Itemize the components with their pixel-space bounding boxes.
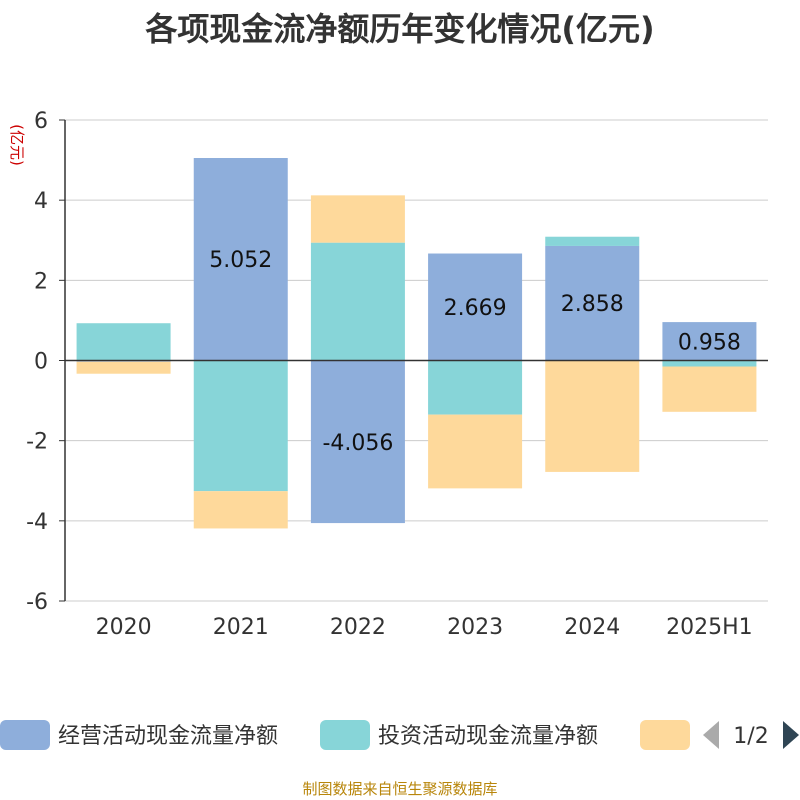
y-tick-label: -4 (26, 510, 48, 535)
bar (76, 323, 171, 361)
x-tick-label: 2024 (564, 615, 620, 640)
y-tick-label: 4 (34, 189, 48, 214)
legend-prev-icon[interactable] (703, 721, 719, 749)
bar (662, 322, 757, 361)
footer-source: 制图数据来自恒生聚源数据库 (302, 780, 498, 798)
y-tick-label: 6 (34, 109, 48, 134)
x-tick-label: 2021 (213, 615, 269, 640)
legend-swatch (0, 720, 50, 750)
y-tick-label: -6 (26, 590, 48, 615)
legend-label: 投资活动现金流量净额 (378, 724, 598, 749)
x-tick-label: 2023 (447, 615, 503, 640)
data-label: 2.669 (444, 296, 507, 321)
legend-page-indicator: 1/2 (733, 724, 768, 749)
x-tick-label: 2025H1 (666, 615, 753, 640)
bar (193, 157, 288, 361)
bar (193, 491, 288, 529)
bar (428, 253, 523, 361)
y-tick-label: 2 (34, 269, 48, 294)
y-axis-label: (亿元) (8, 124, 26, 166)
bar (310, 360, 405, 524)
bar (545, 236, 640, 246)
bar (662, 360, 757, 367)
legend-swatch (640, 720, 690, 750)
chart-title: 各项现金流净额历年变化情况(亿元) (145, 10, 655, 48)
data-label: 2.858 (561, 292, 624, 317)
data-label: 5.052 (209, 248, 272, 273)
legend-label: 经营活动现金流量净额 (58, 724, 278, 749)
y-tick-label: -2 (26, 430, 48, 455)
bar (310, 242, 405, 361)
data-label: 0.958 (678, 330, 741, 355)
x-tick-label: 2020 (96, 615, 152, 640)
bar (76, 361, 171, 374)
x-tick-label: 2022 (330, 615, 386, 640)
bar (662, 366, 757, 412)
legend-swatch (320, 720, 370, 750)
bar (545, 360, 640, 472)
bar (428, 414, 523, 489)
legend-next-icon[interactable] (783, 721, 799, 749)
data-label: -4.056 (322, 431, 393, 456)
bar (310, 195, 405, 243)
bar (428, 360, 523, 415)
bar (193, 360, 288, 492)
y-tick-label: 0 (34, 350, 48, 375)
bar (545, 245, 640, 361)
